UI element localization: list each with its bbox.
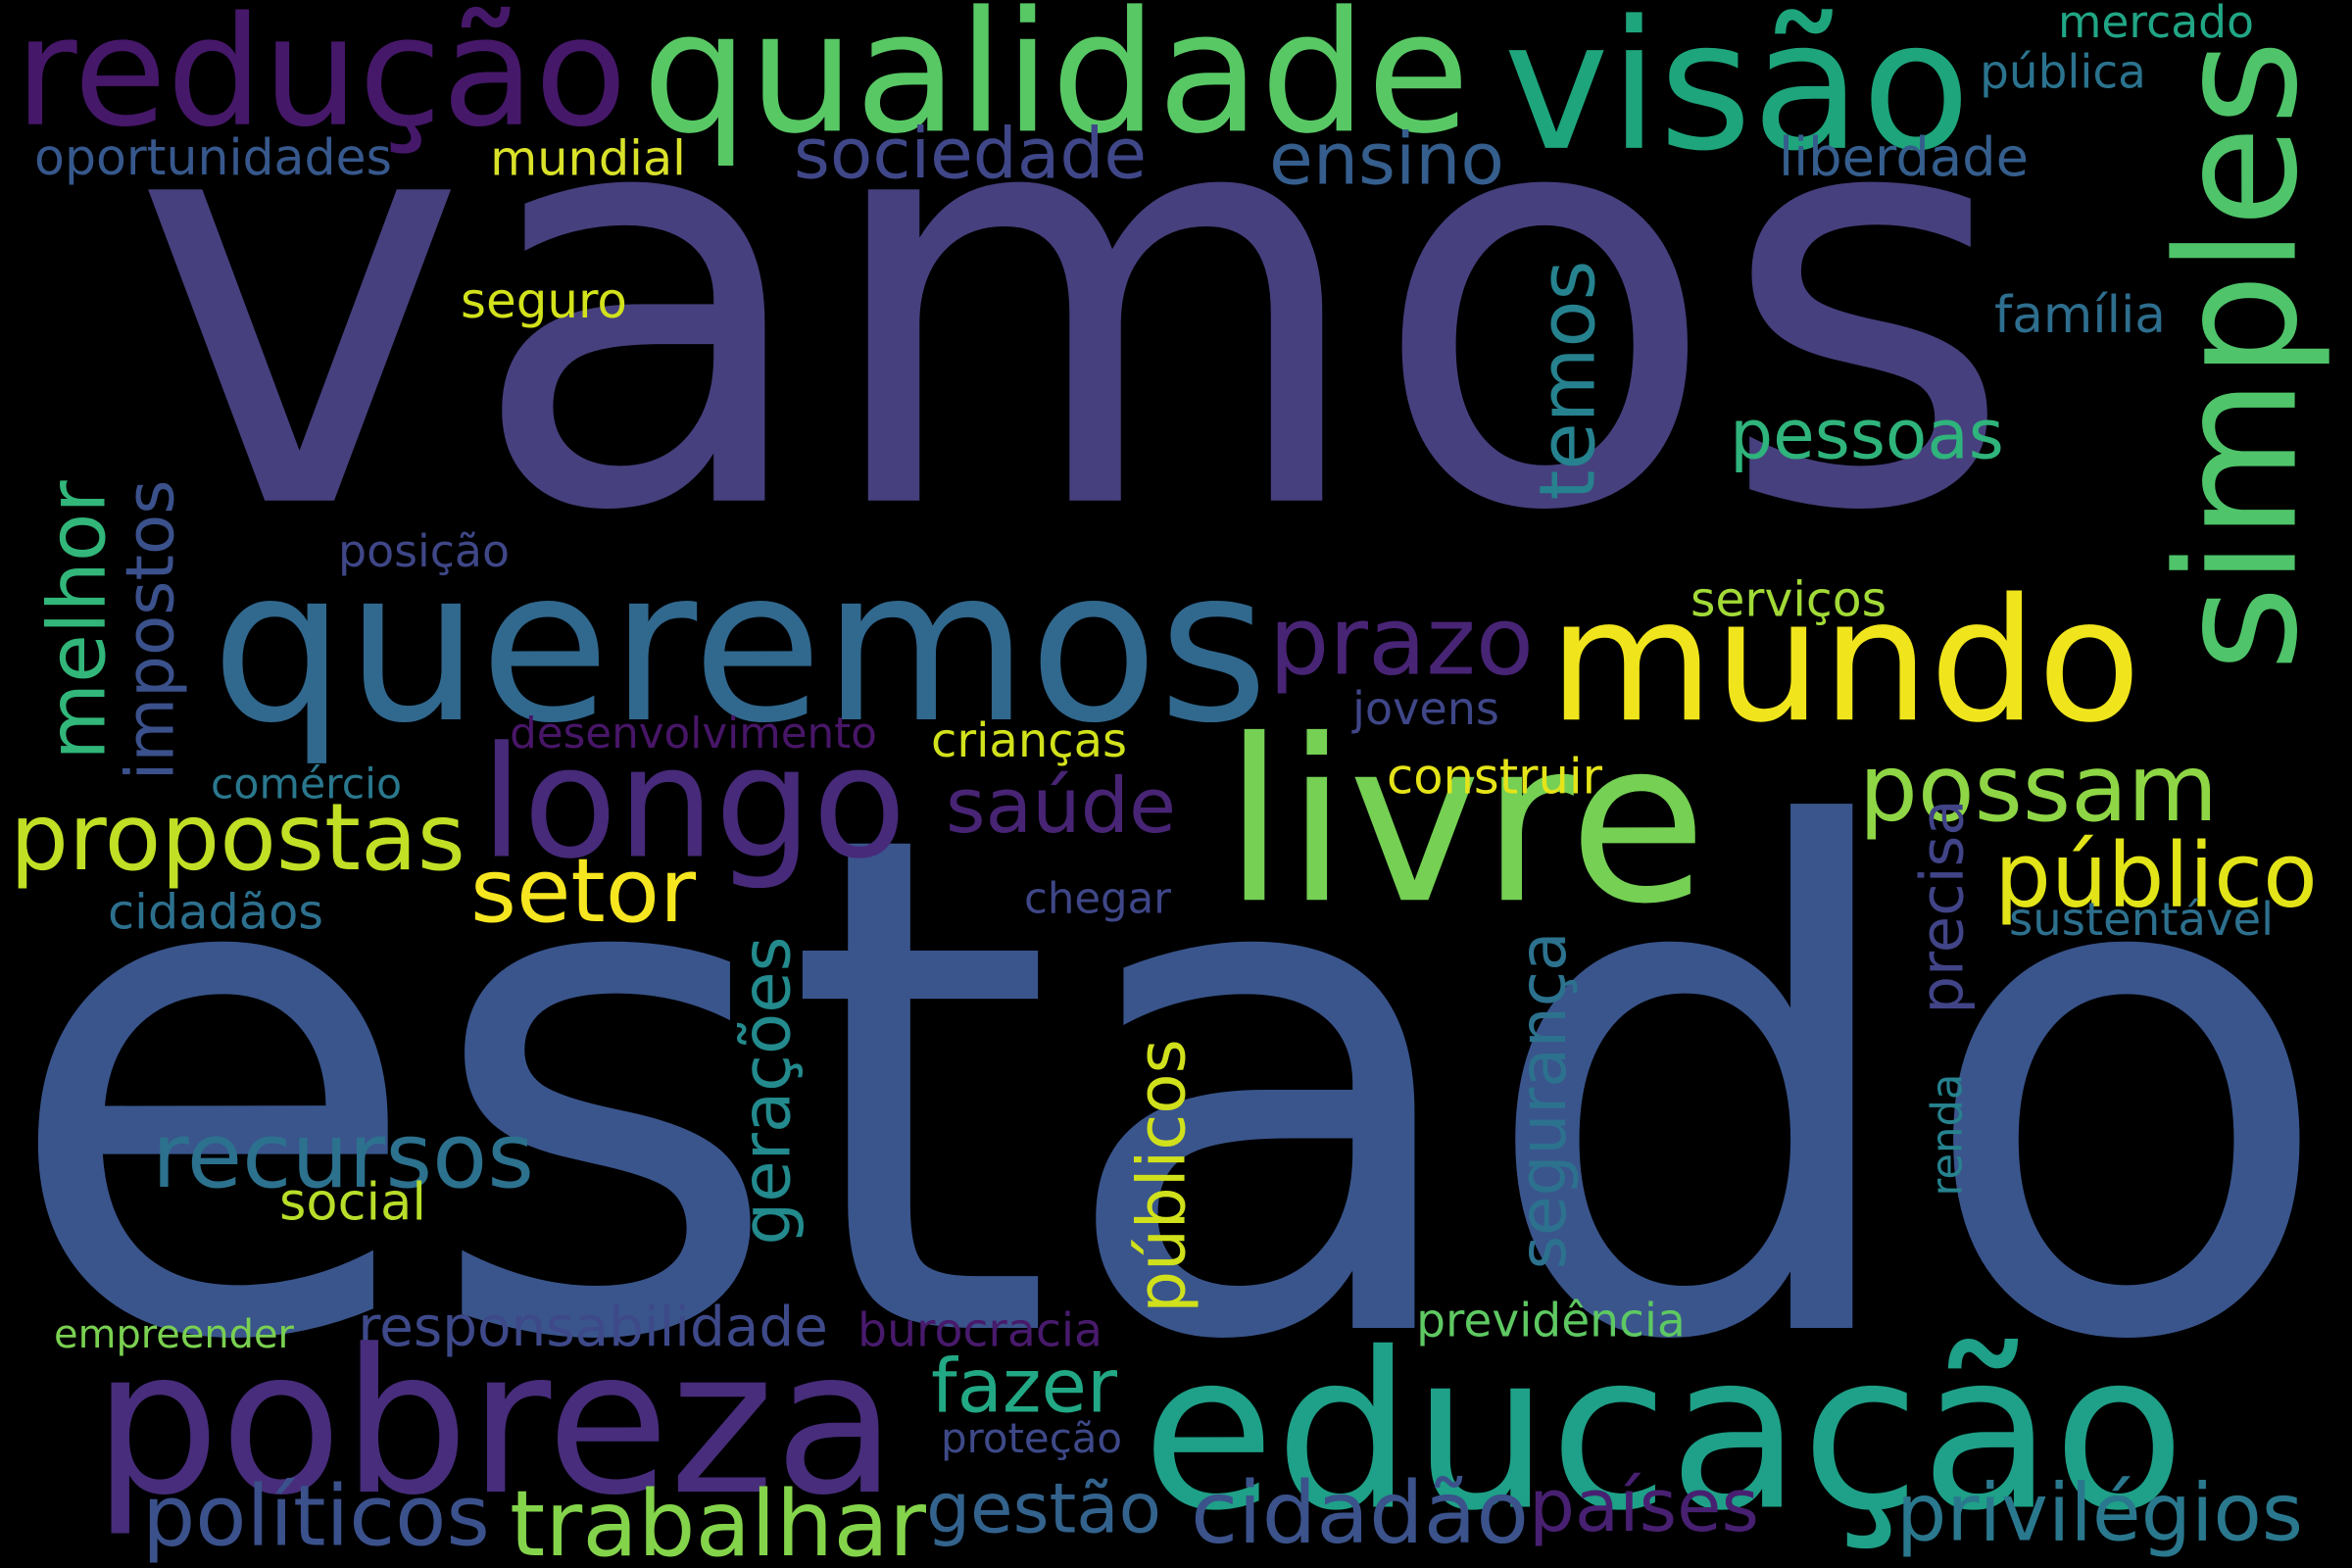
word-ensino: ensino [1268,118,1505,202]
word-estado: estado [0,688,2337,1492]
word-possam: possam [1858,734,2219,843]
word-renda: renda [1922,1073,1972,1196]
word-pessoas: pessoas [1730,396,2004,475]
word-gestao: gestão [926,1467,1161,1549]
word-qualidade: qualidade [642,0,1470,172]
word-social: social [279,1172,426,1233]
word-seguranca: segurança [1505,931,1581,1269]
word-geracoes: gerações [727,936,807,1245]
word-trabalhar: trabalhar [510,1470,926,1568]
word-familia: família [1994,285,2166,345]
word-comercio: comércio [210,760,403,809]
word-construir: construir [1387,747,1602,805]
word-privilegios: privilégios [1895,1467,2304,1560]
word-cidadao: cidadão [1190,1463,1530,1564]
word-longo: longo [480,713,906,894]
word-vamos: vamos [130,0,2016,635]
word-chegar: chegar [1023,873,1172,923]
word-jovens: jovens [1352,681,1499,735]
word-desenvolvimento: desenvolvimento [510,709,877,759]
word-seguro: seguro [461,271,627,329]
word-oportunidades: oportunidades [34,127,392,186]
word-reducao: redução [15,0,627,161]
word-mundial: mundial [490,128,686,186]
word-servicos: serviços [1690,571,1887,628]
word-setor: setor [469,839,697,943]
word-publico: público [1994,823,2318,928]
word-cidadaos: cidadãos [107,882,324,940]
word-fazer: fazer [931,1343,1117,1430]
word-prazo: prazo [1268,585,1535,697]
word-queremos: queremos [211,523,1269,769]
word-liberdade: liberdade [1778,125,2030,188]
word-sociedade: sociedade [793,113,1148,194]
word-publicos: públicos [1122,1039,1200,1313]
word-paises: países [1529,1463,1759,1548]
word-responsabilidade: responsabilidade [358,1295,828,1359]
word-politicos: políticos [142,1467,490,1565]
word-pobreza: pobreza [93,1306,897,1540]
word-protecao: proteção [940,1413,1123,1462]
word-mundo: mundo [1548,562,2141,760]
word-visao: visão [1503,0,1971,190]
word-saude: saúde [945,762,1177,852]
word-mercado: mercado [2057,0,2255,48]
word-impostos: impostos [111,479,189,780]
word-publica: pública [1980,45,2146,100]
word-educacao: educação [1142,1306,2185,1559]
word-sustentavel: sustentável [2008,892,2275,946]
word-livre: livre [1223,692,1707,955]
word-previdencia: previdência [1416,1293,1686,1348]
word-criancas: crianças [930,712,1128,768]
word-precisa: precisa [1908,799,1978,1014]
word-empreender: empreender [54,1311,294,1357]
word-recursos: recursos [152,1103,534,1209]
word-posicao: posição [338,523,510,577]
word-melhor: melhor [31,479,124,760]
word-burocracia: burocracia [858,1302,1102,1357]
word-simples: simples [2140,38,2334,672]
word-temos: temos [1522,259,1613,501]
word-propostas: propostas [10,783,466,892]
